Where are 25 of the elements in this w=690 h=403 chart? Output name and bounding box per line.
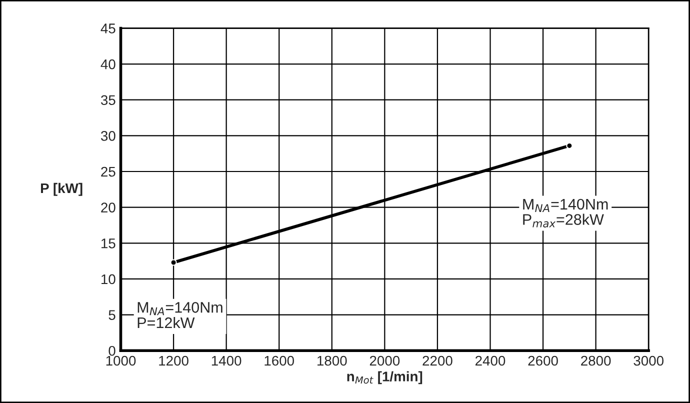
x-tick-label: 1600 [264,356,294,366]
x-tick-label: 2600 [528,356,558,366]
y-tick-label: 25 [101,166,116,177]
y-axis-title: P [kW] [41,182,82,196]
y-tick-label: 0 [108,346,116,356]
y-tick-label: 20 [101,202,116,212]
x-tick-label: 1400 [212,356,242,366]
y-tick-label: 35 [100,95,116,106]
y-tick-label: 30 [100,131,116,141]
x-tick-label: 1800 [318,356,347,366]
x-tick-label: 3000 [634,356,664,366]
x-tick-label: 1000 [106,356,136,366]
y-tick-label: 45 [100,24,116,34]
x-axis-title: n$_{Mot}$ [1/min] [347,371,422,384]
y-tick-label: 15 [102,238,116,248]
annotation: M$_{NA}$=140Nm P=12kW [138,302,222,328]
y-tick-label: 10 [102,274,116,284]
x-tick-label: 2800 [581,356,611,366]
text: M$_{NA}$=140Nm P$_{max}$=28kW [523,198,608,228]
y-tick-label: 5 [108,310,116,320]
x-tick-label: 2400 [475,356,506,366]
x-tick-label: 1200 [159,356,188,366]
x-tick-label: 2000 [370,356,400,366]
y-tick-label: 40 [100,59,116,70]
x-tick-label: 2200 [422,356,452,366]
